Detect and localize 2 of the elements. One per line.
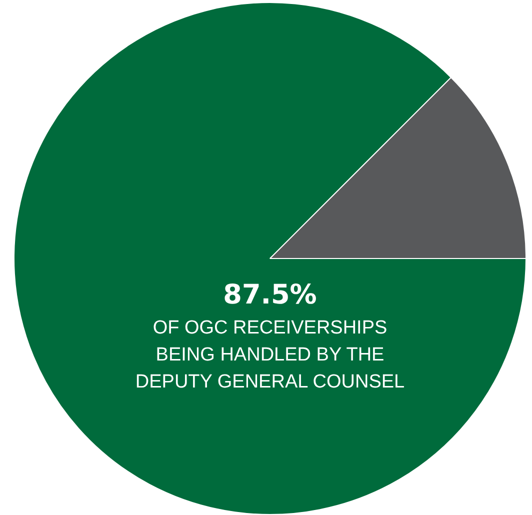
data-label: 87.5% (223, 280, 317, 311)
text: OF OGC RECEIVERSHIPS BEING HANDLED BY THE DEPUTY GENERAL COUNSEL (135, 318, 405, 393)
